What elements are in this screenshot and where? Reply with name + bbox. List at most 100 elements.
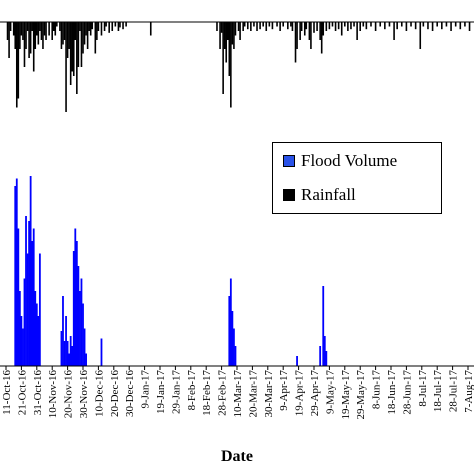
rainfall-bar	[25, 22, 27, 49]
flood-volume-bar	[28, 221, 30, 366]
rainfall-bar	[282, 22, 284, 27]
x-tick-label: 8-Jul-17	[417, 370, 429, 407]
rainfall-bar	[100, 22, 103, 36]
flood-volume-bar	[31, 241, 34, 366]
flood-volume-bar	[22, 328, 24, 366]
rainfall-bar	[17, 22, 20, 99]
rainfall-bar	[393, 22, 395, 40]
flood-volume-bar	[100, 338, 103, 366]
rainfall-bar	[265, 22, 268, 31]
rainfall-bar	[347, 22, 349, 31]
rainfall-bar	[259, 22, 261, 30]
flood-volume-bar	[80, 278, 83, 366]
flood-volume-bar	[14, 186, 17, 366]
x-tick-label: 8-Feb-17	[186, 370, 198, 411]
rainfall-bar	[300, 22, 303, 31]
x-tick-label: 19-Apr-17	[294, 370, 306, 417]
flood-volume-bar	[65, 316, 67, 366]
flood-volume-bar	[15, 178, 18, 366]
rainfall-bar	[308, 22, 311, 40]
legend-entry-rainfall: Rainfall	[283, 185, 356, 205]
x-tick-label: 20-Nov-16	[63, 370, 75, 419]
rainfall-bar	[19, 22, 21, 49]
rainfall-bar	[122, 22, 124, 30]
x-tick-label: 10-Dec-16	[93, 370, 105, 418]
x-axis-ticks	[5, 366, 469, 370]
x-tick-label: 18-Jul-17	[432, 370, 444, 413]
rainfall-bar	[253, 22, 255, 27]
rainfall-bar	[83, 22, 86, 45]
flood-volume-bar	[231, 311, 234, 366]
rainfall-bar	[359, 22, 361, 31]
rainfall-bar	[6, 22, 9, 40]
flood-volume-bar	[228, 296, 231, 366]
flood-volume-bar	[66, 341, 69, 366]
flood-volume-bar	[322, 286, 325, 366]
rainfall-bar	[296, 22, 298, 49]
legend-swatch-flood-volume	[283, 155, 295, 167]
rainfall-bar	[65, 22, 67, 112]
rainfall-bar	[119, 22, 121, 28]
rainfall-bar	[80, 22, 83, 67]
flood-volume-bar	[29, 176, 32, 366]
rainfall-bar	[365, 22, 368, 30]
flood-volume-bar	[20, 316, 23, 366]
rainfall-bar	[350, 22, 352, 30]
flood-volume-bar	[82, 303, 84, 366]
rainfall-bar	[226, 22, 229, 40]
rainfall-bar	[291, 22, 294, 31]
rainfall-bar	[76, 22, 78, 94]
x-tick-label: 30-Mar-17	[263, 370, 275, 418]
rainfall-bar	[431, 22, 434, 31]
rainfall-bar	[400, 22, 403, 27]
rainfall-bar	[362, 22, 365, 27]
rainfall-bar	[32, 22, 35, 72]
rainfall-bar	[149, 22, 152, 36]
legend-swatch-rainfall	[283, 189, 295, 201]
rainfall-bar	[37, 22, 40, 45]
flood-volume-bar	[23, 278, 26, 366]
rainfall-bar	[340, 22, 343, 36]
rainfall-bar	[9, 22, 12, 31]
rainfall-bar	[319, 22, 321, 40]
rainfall-bar	[42, 22, 44, 49]
rainfall-bar	[34, 22, 37, 49]
rainfall-bar	[63, 22, 66, 40]
flood-volume-bar	[319, 346, 322, 366]
rainfall-bar	[303, 22, 306, 36]
flood-volume-bar	[296, 356, 298, 366]
rainfall-bar	[219, 22, 221, 49]
rainfall-bar	[294, 22, 297, 63]
flood-volume-bar	[325, 351, 328, 366]
rainfall-bar	[14, 22, 17, 49]
rainfall-bar	[86, 22, 89, 49]
x-tick-label: 20-Mar-17	[247, 370, 259, 418]
rainfall-bar	[45, 22, 47, 40]
flood-volume-bar	[234, 346, 237, 366]
rainfall-bar	[91, 22, 94, 30]
rainfall-bar	[114, 22, 117, 27]
rainfall-bar	[388, 22, 391, 27]
rainfall-bar	[88, 22, 90, 31]
rainfall-bar	[287, 22, 289, 30]
flood-volume-bar	[35, 303, 38, 366]
rainfall-bar	[59, 22, 61, 31]
flood-volume-bars	[14, 176, 328, 366]
flood-volume-bar	[83, 328, 86, 366]
x-tick-label: 18-Feb-17	[201, 370, 213, 416]
rainfall-bar	[103, 22, 106, 31]
flood-volume-bar	[17, 228, 20, 366]
flood-volume-bar	[62, 296, 64, 366]
flood-volume-bar	[77, 266, 80, 366]
rainfall-bar	[445, 22, 448, 27]
rainfall-bar	[105, 22, 107, 27]
rainfall-bar	[29, 22, 32, 54]
flood-volume-bar	[37, 316, 40, 366]
rainfall-bar	[353, 22, 355, 27]
x-tick-label: 21-Oct-16	[16, 370, 28, 416]
rainfall-bar	[459, 22, 462, 30]
rainfall-bar	[52, 22, 55, 31]
chart-legend: Flood Volume Rainfall	[272, 142, 442, 214]
rainfall-bar	[94, 22, 97, 54]
